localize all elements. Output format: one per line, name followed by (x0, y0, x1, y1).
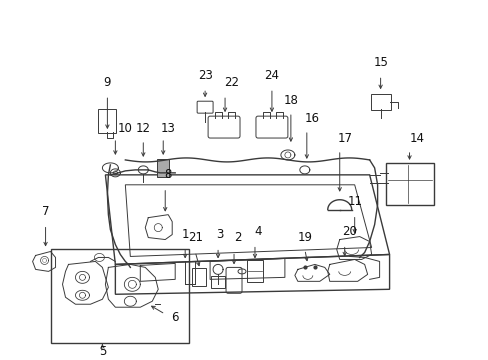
Text: 22: 22 (224, 76, 239, 89)
Text: 3: 3 (216, 228, 224, 241)
Text: 11: 11 (346, 195, 362, 208)
Text: 16: 16 (304, 112, 319, 125)
Text: 10: 10 (118, 122, 133, 135)
Text: 24: 24 (264, 69, 279, 82)
Text: 18: 18 (283, 94, 298, 107)
Text: 23: 23 (197, 69, 212, 82)
Text: 7: 7 (42, 205, 49, 218)
Text: 13: 13 (161, 122, 175, 135)
Text: 21: 21 (187, 231, 202, 244)
Text: 19: 19 (297, 231, 312, 244)
FancyBboxPatch shape (157, 159, 169, 177)
Text: 6: 6 (171, 311, 179, 324)
Text: 14: 14 (409, 131, 424, 144)
Text: 2: 2 (234, 231, 241, 244)
Text: 12: 12 (136, 122, 150, 135)
Text: 5: 5 (99, 345, 106, 357)
Text: 1: 1 (181, 228, 188, 241)
Text: 20: 20 (342, 225, 356, 238)
Text: 17: 17 (337, 131, 351, 144)
Text: 9: 9 (103, 76, 111, 89)
Text: 8: 8 (164, 168, 172, 181)
Text: 15: 15 (372, 56, 387, 69)
Text: 4: 4 (254, 225, 261, 238)
